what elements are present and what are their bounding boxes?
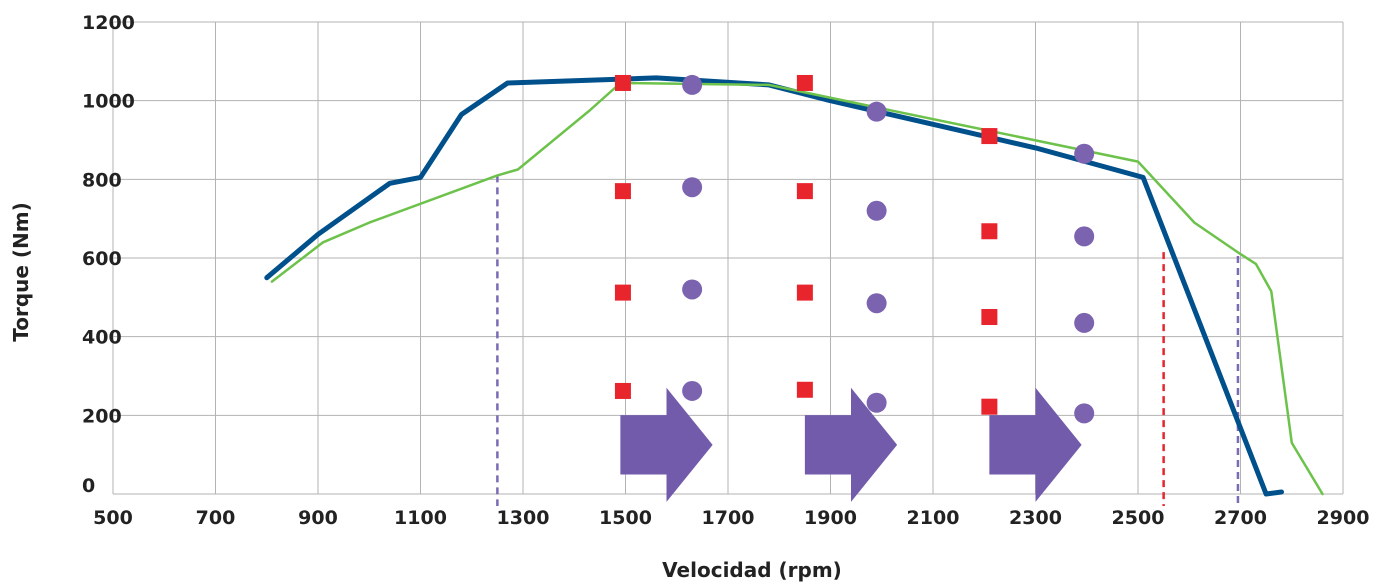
y-tick-label: 200 [82,405,122,427]
square-marker [614,74,631,91]
grid [112,21,1344,495]
circle-marker [1074,143,1095,164]
y-tick-label: 1000 [82,91,135,113]
circle-marker [1074,226,1095,247]
square-marker [796,284,813,301]
x-tick-label: 1900 [804,507,857,529]
circle-marker [682,74,703,95]
circle-marker [682,380,703,401]
reference-lines [496,175,1240,506]
square-marker [981,309,998,325]
square-marker [796,74,813,91]
square-marker [981,128,998,145]
circle-marker [866,392,887,413]
circle-marker [1074,403,1095,424]
x-axis-label: Velocidad (rpm) [662,558,842,582]
x-tick-label: 1100 [394,507,447,529]
x-tick-label: 2300 [1009,507,1062,529]
x-tick-label: 2100 [907,507,960,529]
arrow-shape [620,387,713,502]
square-marker [614,382,631,399]
x-tick-label: 700 [196,507,236,529]
circle-marker [866,293,887,314]
square-marker [796,381,813,398]
y-tick-label: 400 [82,327,122,349]
series-line [270,81,1324,496]
circle-marker [682,279,703,300]
circle-marker [682,177,703,198]
square-marker [614,284,631,301]
markers [614,74,1095,424]
square-marker [981,398,998,415]
y-axis-label: Torque (Nm) [9,202,33,342]
y-tick-label: 800 [82,169,122,191]
x-tick-label: 2500 [1112,507,1165,529]
y-tick-label: 0 [82,475,95,497]
arrow-shape [804,387,898,502]
square-marker [981,223,998,240]
circle-marker [1074,312,1095,333]
y-tick-label: 1200 [82,12,135,34]
square-marker [796,183,813,200]
x-tick-label: 900 [298,507,338,529]
x-tick-label: 1700 [702,507,755,529]
arrow-shape [989,387,1082,502]
series-line [264,75,1284,497]
series-lines [264,75,1324,497]
square-marker [614,183,631,200]
x-tick-label: 1500 [599,507,652,529]
tick-labels: 500 700 900 1100 1300 1500 1700 1900 2100 2300 250… [82,12,1369,529]
x-tick-label: 500 [93,507,133,529]
circle-marker [866,101,887,122]
x-tick-label: 2700 [1214,507,1267,529]
y-tick-label: 600 [82,248,122,270]
x-tick-label: 1300 [497,507,550,529]
circle-marker [866,200,887,221]
x-tick-label: 2900 [1317,507,1370,529]
arrows [620,387,1082,502]
